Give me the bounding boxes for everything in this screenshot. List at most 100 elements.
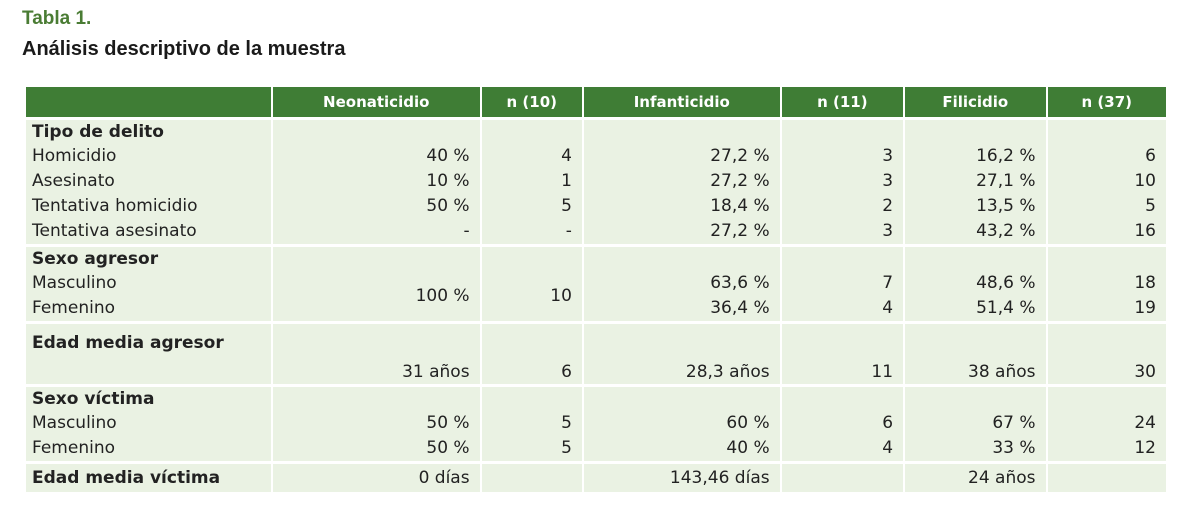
value: 27,2 % bbox=[710, 221, 770, 241]
header-n-fil: n (37) bbox=[1047, 87, 1166, 117]
n-inf-cell: 3 3 2 3 bbox=[781, 120, 904, 244]
n-inf-cell: 6 4 bbox=[781, 387, 904, 461]
n-neo-cell: 6 bbox=[481, 324, 582, 384]
header-neonaticidio: Neonaticidio bbox=[272, 87, 480, 117]
neonaticidio-cell: 40 % 10 % 50 % - bbox=[272, 120, 480, 244]
table-title: Análisis descriptivo de la muestra bbox=[22, 38, 346, 60]
value: 24 años bbox=[968, 468, 1036, 488]
value: 143,46 días bbox=[669, 468, 770, 488]
count: 4 bbox=[882, 298, 894, 318]
row-label: Asesinato bbox=[32, 171, 115, 191]
value: 31 años bbox=[402, 362, 470, 382]
count: 3 bbox=[882, 146, 894, 166]
count: - bbox=[565, 221, 572, 241]
value: 40 % bbox=[726, 438, 770, 458]
row-label: Tentativa asesinato bbox=[32, 221, 197, 241]
n-fil-cell: 6 10 5 16 bbox=[1047, 120, 1166, 244]
filicidio-cell: 24 años bbox=[905, 464, 1046, 492]
n-fil-cell bbox=[1047, 464, 1166, 492]
n-neo-cell: 10 bbox=[481, 247, 582, 321]
value: 50 % bbox=[426, 413, 470, 433]
value: 50 % bbox=[426, 196, 470, 216]
label-cell: Edad media víctima bbox=[26, 464, 271, 492]
descriptive-table: Neonaticidio n (10) Infanticidio n (11) … bbox=[24, 84, 1168, 495]
count: 5 bbox=[1145, 196, 1156, 216]
count: 6 bbox=[1145, 146, 1156, 166]
label-cell: Tipo de delito Homicidio Asesinato Tenta… bbox=[26, 120, 271, 244]
row-label: Homicidio bbox=[32, 146, 117, 166]
count: 10 bbox=[550, 286, 572, 306]
count: 7 bbox=[882, 273, 894, 293]
count: 24 bbox=[1134, 413, 1156, 433]
count: 5 bbox=[561, 438, 572, 458]
section-heading: Sexo víctima bbox=[32, 389, 155, 409]
section-edad-agresor: Edad media agresor 31 años 6 28,3 años 1… bbox=[26, 324, 1166, 384]
value: 38 años bbox=[968, 362, 1036, 382]
value: 100 % bbox=[415, 286, 470, 306]
count: 30 bbox=[1134, 362, 1156, 382]
n-inf-cell bbox=[781, 464, 904, 492]
value: - bbox=[463, 221, 470, 241]
count: 5 bbox=[561, 196, 572, 216]
value: 13,5 % bbox=[976, 196, 1036, 216]
section-heading: Sexo agresor bbox=[32, 249, 159, 269]
n-fil-cell: 24 12 bbox=[1047, 387, 1166, 461]
table-label: Tabla 1. bbox=[22, 8, 92, 29]
count: 16 bbox=[1134, 221, 1156, 241]
row-label: Masculino bbox=[32, 413, 117, 433]
row-label: Femenino bbox=[32, 438, 115, 458]
infanticidio-cell: 63,6 % 36,4 % bbox=[583, 247, 780, 321]
infanticidio-cell: 143,46 días bbox=[583, 464, 780, 492]
header-empty bbox=[26, 87, 271, 117]
label-cell: Sexo agresor Masculino Femenino bbox=[26, 247, 271, 321]
section-edad-victima: Edad media víctima 0 días 143,46 días 24… bbox=[26, 464, 1166, 492]
count: 3 bbox=[882, 221, 894, 241]
value: 36,4 % bbox=[710, 298, 770, 318]
value: 27,1 % bbox=[976, 171, 1036, 191]
section-heading: Tipo de delito bbox=[32, 122, 164, 142]
count: 11 bbox=[871, 362, 894, 382]
header-n-neo: n (10) bbox=[481, 87, 582, 117]
header-n-inf: n (11) bbox=[781, 87, 904, 117]
section-tipo-delito: Tipo de delito Homicidio Asesinato Tenta… bbox=[26, 120, 1166, 244]
filicidio-cell: 38 años bbox=[905, 324, 1046, 384]
value: 18,4 % bbox=[710, 196, 770, 216]
count: 3 bbox=[882, 171, 894, 191]
section-sexo-victima: Sexo víctima Masculino Femenino 50 % 50 … bbox=[26, 387, 1166, 461]
n-neo-cell: 4 1 5 - bbox=[481, 120, 582, 244]
n-inf-cell: 11 bbox=[781, 324, 904, 384]
n-fil-cell: 30 bbox=[1047, 324, 1166, 384]
neonaticidio-cell: 0 días bbox=[272, 464, 480, 492]
header-row: Neonaticidio n (10) Infanticidio n (11) … bbox=[26, 87, 1166, 117]
n-neo-cell bbox=[481, 464, 582, 492]
header-infanticidio: Infanticidio bbox=[583, 87, 780, 117]
section-heading: Edad media agresor bbox=[32, 333, 224, 353]
value: 51,4 % bbox=[976, 298, 1036, 318]
section-heading: Edad media víctima bbox=[32, 468, 221, 488]
infanticidio-cell: 27,2 % 27,2 % 18,4 % 27,2 % bbox=[583, 120, 780, 244]
row-label: Masculino bbox=[32, 273, 117, 293]
value: 40 % bbox=[426, 146, 470, 166]
filicidio-cell: 67 % 33 % bbox=[905, 387, 1046, 461]
label-cell: Edad media agresor bbox=[26, 324, 271, 384]
count: 18 bbox=[1134, 273, 1156, 293]
count: 2 bbox=[882, 196, 894, 216]
infanticidio-cell: 28,3 años bbox=[583, 324, 780, 384]
filicidio-cell: 48,6 % 51,4 % bbox=[905, 247, 1046, 321]
value: 43,2 % bbox=[976, 221, 1036, 241]
count: 1 bbox=[561, 171, 572, 191]
count: 4 bbox=[882, 438, 894, 458]
value: 67 % bbox=[992, 413, 1036, 433]
value: 10 % bbox=[426, 171, 470, 191]
value: 28,3 años bbox=[685, 362, 770, 382]
neonaticidio-cell: 50 % 50 % bbox=[272, 387, 480, 461]
count: 4 bbox=[561, 146, 572, 166]
value: 0 días bbox=[418, 468, 470, 488]
row-label: Tentativa homicidio bbox=[32, 196, 198, 216]
value: 60 % bbox=[726, 413, 770, 433]
infanticidio-cell: 60 % 40 % bbox=[583, 387, 780, 461]
n-fil-cell: 18 19 bbox=[1047, 247, 1166, 321]
value: 48,6 % bbox=[976, 273, 1036, 293]
neonaticidio-cell: 100 % bbox=[272, 247, 480, 321]
value: 63,6 % bbox=[710, 273, 770, 293]
